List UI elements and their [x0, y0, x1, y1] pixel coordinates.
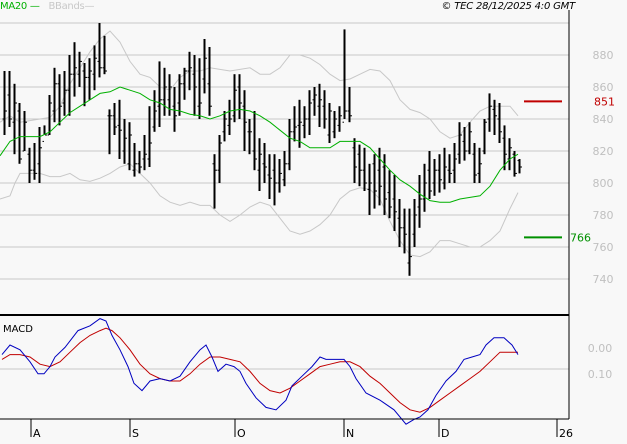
- macd-title: MACD: [3, 324, 33, 335]
- support-label: 766: [570, 231, 591, 244]
- macd-y-tick-label: 0.10: [588, 368, 613, 381]
- y-tick-label: 820: [593, 145, 614, 158]
- ma20-line: [0, 86, 519, 203]
- y-tick-label: 880: [593, 49, 614, 62]
- y-tick-label: 860: [593, 81, 614, 94]
- bband-lower-line: [0, 163, 519, 258]
- legend-bbands: BBands—: [48, 1, 95, 12]
- x-tick-label: A: [33, 427, 41, 440]
- macd-y-tick-label: 0.00: [588, 342, 613, 355]
- bband-upper-line: [0, 30, 519, 139]
- y-tick-label: 740: [593, 273, 614, 286]
- resistance-label: 851: [594, 95, 615, 108]
- legend: MA20 — BBands—: [0, 1, 94, 12]
- y-tick-label: 840: [593, 113, 614, 126]
- macd-line: [1, 318, 519, 425]
- legend-ma20: MA20 —: [0, 1, 40, 12]
- x-tick-label: N: [346, 427, 354, 440]
- x-tick-label: D: [441, 427, 449, 440]
- x-tick-label: O: [237, 427, 246, 440]
- y-tick-label: 800: [593, 177, 614, 190]
- x-tick-label: 26: [559, 427, 573, 440]
- y-tick-label: 780: [593, 209, 614, 222]
- macd-signal-line: [1, 327, 518, 413]
- y-tick-label: 760: [593, 241, 614, 254]
- copyright-timestamp: © TEC 28/12/2025 4:0 GMT: [441, 1, 575, 12]
- x-tick-label: S: [132, 427, 139, 440]
